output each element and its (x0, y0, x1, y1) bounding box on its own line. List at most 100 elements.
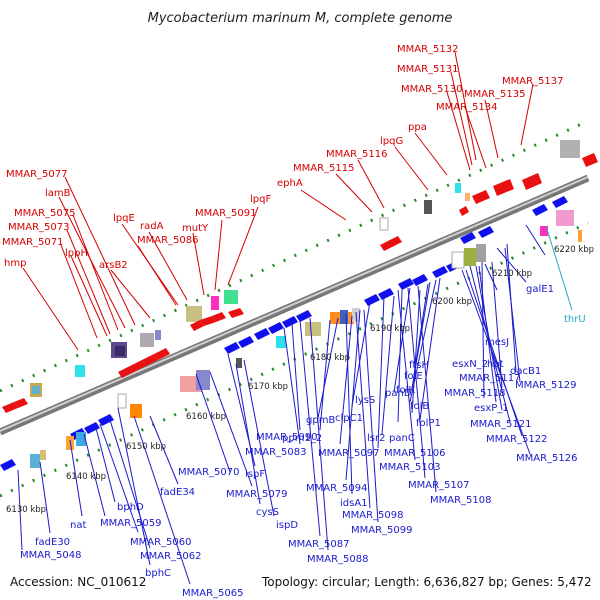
gene-label-reverse[interactable]: ispF (245, 469, 265, 480)
gene-arrow-forward[interactable] (14, 398, 28, 408)
gene-label-reverse[interactable]: MMAR_5088 (307, 554, 369, 565)
gene-label-forward[interactable]: MMAR_5134 (436, 102, 498, 113)
gene-label-reverse[interactable]: fadE34 (160, 487, 195, 498)
gene-block[interactable] (451, 251, 465, 269)
gene-arrow-reverse[interactable] (398, 278, 414, 290)
gene-label-forward[interactable]: lamB (45, 188, 71, 199)
gene-label-reverse[interactable]: MMAR_5099 (351, 525, 413, 536)
gene-label-reverse[interactable]: MMAR_5126 (516, 453, 578, 464)
gene-label-reverse[interactable]: nat (70, 520, 86, 531)
gene-label-reverse[interactable]: folE (404, 371, 423, 382)
gene-block[interactable] (186, 306, 202, 322)
gene-label-forward[interactable]: MMAR_5135 (464, 89, 526, 100)
gene-label-forward[interactable]: MMAR_5071 (2, 237, 64, 248)
gene-arrow-reverse[interactable] (238, 336, 254, 348)
gene-arrow-reverse[interactable] (282, 316, 298, 328)
gene-label-forward[interactable]: lpqE (113, 213, 135, 224)
gene-label-forward[interactable]: MMAR_5075 (14, 208, 76, 219)
gene-block[interactable] (556, 210, 574, 226)
gene-label-reverse[interactable]: MMAR_5107 (408, 480, 470, 491)
gene-label-reverse[interactable]: lysS (355, 395, 375, 406)
gene-block[interactable] (379, 217, 389, 231)
gene-block[interactable] (340, 310, 348, 324)
gene-label-forward[interactable]: MMAR_5091 (195, 208, 257, 219)
gene-block[interactable] (465, 193, 470, 201)
gene-label-forward[interactable]: ppa (408, 122, 427, 133)
gene-label-reverse[interactable]: fadE30 (35, 537, 70, 548)
gene-arrow-reverse[interactable] (296, 310, 312, 322)
gene-block[interactable] (464, 248, 476, 266)
gene-block[interactable] (211, 296, 219, 310)
gene-label-reverse[interactable]: folK (396, 385, 415, 396)
gene-arrow-forward[interactable] (118, 366, 134, 378)
gene-arrow-forward[interactable] (200, 316, 216, 326)
gene-label-reverse[interactable]: MMAR_5121 (470, 419, 532, 430)
gene-label-reverse[interactable]: MMAR_5097 (318, 448, 380, 459)
gene-arrow-reverse[interactable] (552, 196, 568, 208)
gene-arrow-forward[interactable] (388, 236, 402, 247)
gene-label-reverse[interactable]: gpmB (306, 415, 335, 426)
gene-label-reverse[interactable]: ftsH (409, 360, 429, 371)
gene-label-reverse[interactable]: MMAR_5129 (515, 380, 577, 391)
gene-block[interactable] (540, 226, 548, 236)
gene-label-reverse[interactable]: cysS (256, 507, 279, 518)
gene-arrow-reverse[interactable] (364, 294, 380, 306)
gene-arrow-forward[interactable] (522, 173, 542, 190)
gene-label-reverse[interactable]: bphD (117, 502, 144, 513)
gene-label-reverse[interactable]: idsA1 (340, 498, 368, 509)
gene-arrow-reverse[interactable] (412, 274, 428, 286)
gene-label-forward[interactable]: MMAR_5115 (293, 163, 355, 174)
gene-label-reverse[interactable]: MMAR_5117 (459, 373, 521, 384)
gene-arrow-reverse[interactable] (224, 342, 240, 354)
gene-arrow-forward[interactable] (130, 360, 146, 372)
gene-label-reverse[interactable]: panD (385, 388, 412, 399)
gene-block[interactable] (236, 358, 242, 368)
gene-arrow-reverse[interactable] (532, 204, 548, 216)
gene-label-forward[interactable]: MMAR_5130 (401, 84, 463, 95)
gene-block[interactable] (224, 290, 238, 304)
gene-label-reverse[interactable]: hpt (487, 359, 504, 370)
gene-block[interactable] (40, 450, 46, 460)
gene-arrow-forward[interactable] (459, 206, 469, 216)
gene-label-reverse[interactable]: folB (410, 401, 429, 412)
gene-label-forward[interactable]: MMAR_5116 (326, 149, 388, 160)
gene-label-reverse[interactable]: MMAR_5103 (379, 462, 441, 473)
gene-label-forward[interactable]: hmp (4, 258, 26, 269)
gene-label-reverse[interactable]: MMAR_5060 (130, 537, 192, 548)
gene-label-reverse[interactable]: bphC (145, 568, 171, 579)
gene-arrow-forward[interactable] (2, 402, 18, 413)
gene-label-reverse[interactable]: folP1 (416, 418, 441, 429)
gene-block[interactable] (130, 404, 142, 418)
gene-label-forward[interactable]: lpqG (380, 136, 403, 147)
gene-label-reverse[interactable]: MMAR_5059 (100, 518, 162, 529)
gene-label-reverse[interactable]: MMAR_5062 (140, 551, 202, 562)
gene-label-forward[interactable]: mutY (182, 223, 209, 234)
gene-label-reverse[interactable]: MMAR_5106 (384, 448, 446, 459)
gene-label-forward[interactable]: lppH (65, 248, 88, 259)
gene-arrow-forward[interactable] (154, 348, 170, 360)
gene-label-forward[interactable]: MMAR_5131 (397, 64, 459, 75)
gene-arrow-reverse[interactable] (432, 266, 448, 278)
gene-arrow-forward[interactable] (493, 179, 514, 196)
gene-label-reverse[interactable]: MMAR_5098 (342, 510, 404, 521)
gene-block[interactable] (560, 140, 580, 158)
gene-label-trna[interactable]: thrU (564, 314, 586, 325)
gene-label-reverse[interactable]: MMAR_5090 (256, 432, 318, 443)
gene-arrow-forward[interactable] (142, 354, 158, 366)
gene-label-reverse[interactable]: clpC1 (335, 413, 363, 424)
gene-arrow-reverse[interactable] (478, 226, 494, 238)
gene-label-reverse[interactable]: MMAR_5083 (245, 447, 307, 458)
gene-block[interactable] (30, 454, 40, 468)
gene-label-reverse[interactable]: MMAR_5118 (444, 388, 506, 399)
gene-label-reverse[interactable]: galE1 (526, 284, 554, 295)
gene-block[interactable] (578, 230, 582, 242)
gene-arrow-forward[interactable] (228, 308, 244, 318)
gene-arrow-reverse[interactable] (268, 322, 284, 334)
gene-label-forward[interactable]: ephA (277, 178, 303, 189)
gene-label-reverse[interactable]: ppm1_2 (282, 433, 322, 444)
gene-arrow-forward[interactable] (472, 190, 490, 204)
gene-label-forward[interactable]: MMAR_5077 (6, 169, 68, 180)
gene-block[interactable] (476, 244, 486, 262)
gene-label-reverse[interactable]: dacB1 (510, 366, 541, 377)
gene-block[interactable] (75, 365, 85, 377)
